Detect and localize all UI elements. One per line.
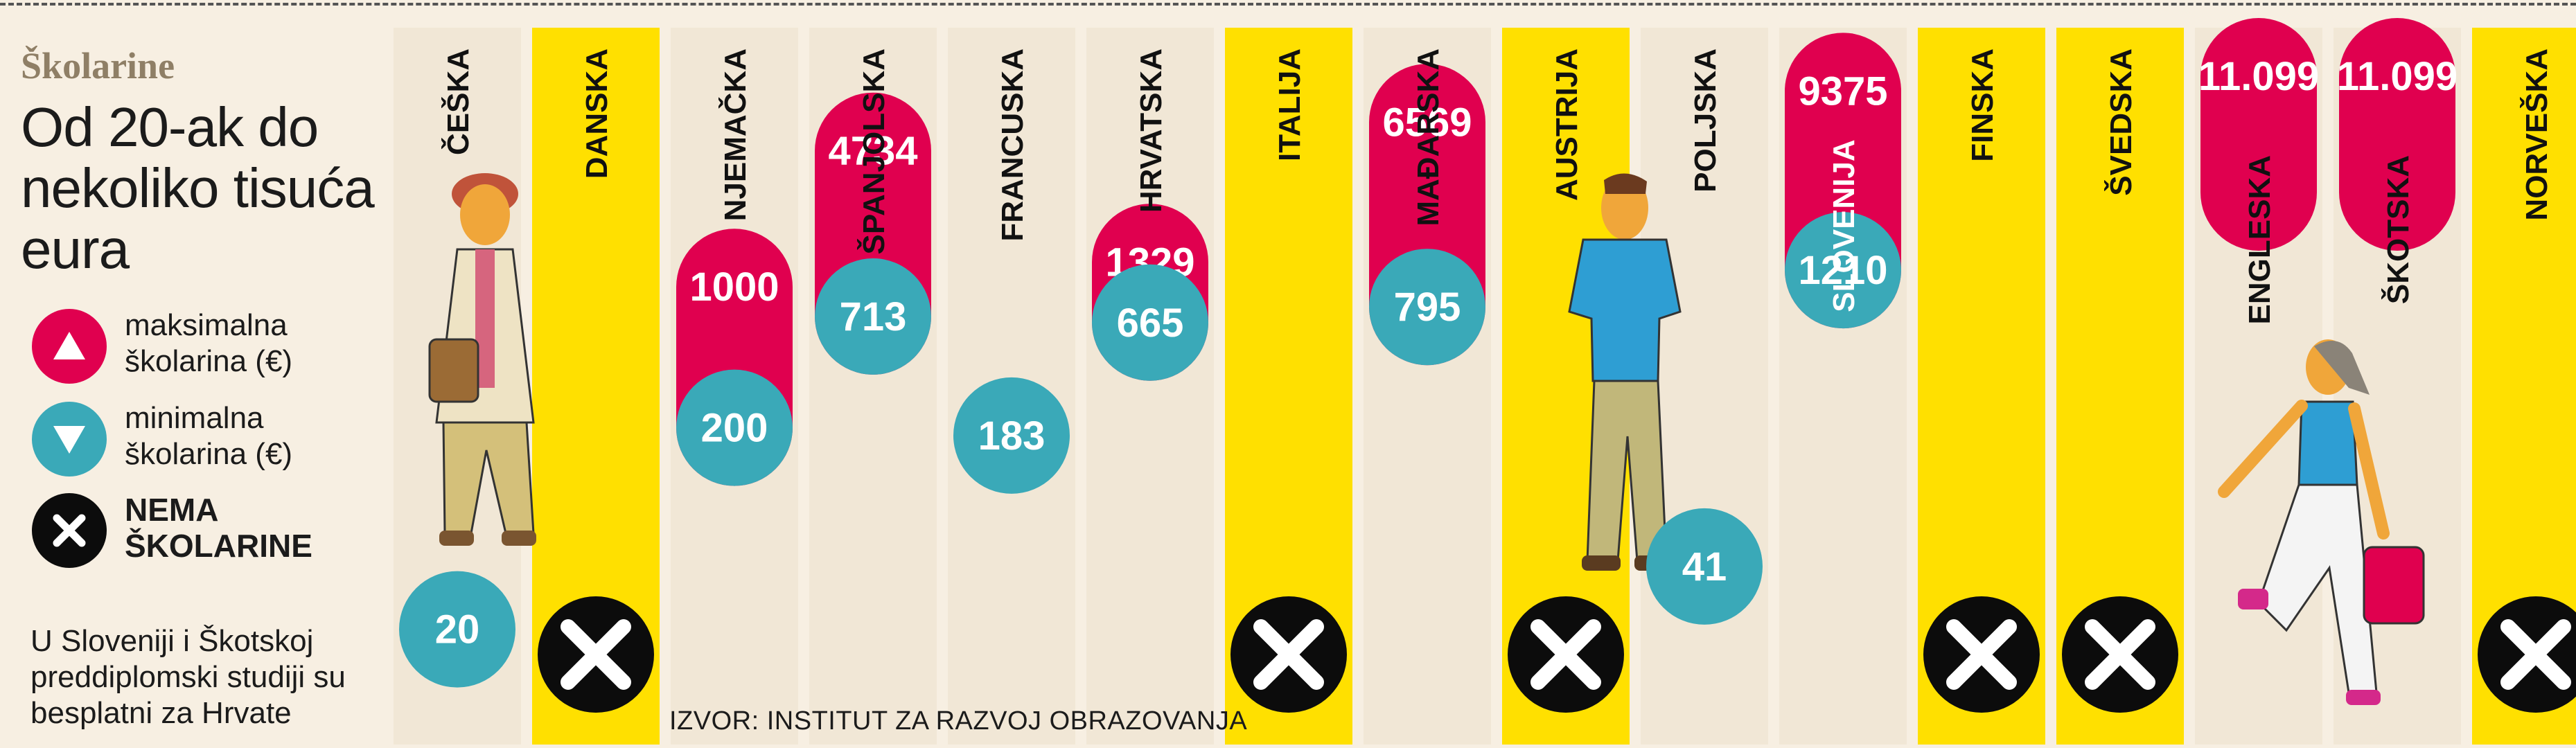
footnote: U Sloveniji i Škotskoj preddiplomski stu… [30,624,346,730]
triangle-down-icon [32,402,107,477]
country-label-francuska: FRANCUSKA [996,48,1030,242]
legend-item-min: minimalna školarina (€) [32,398,378,477]
min-label-poljska: 41 [1682,544,1727,589]
min-point-njemacka [676,369,793,486]
min-point-ceska [399,571,515,688]
country-label-ceska: ČEŠKA [440,48,475,155]
min-label-madarska: 795 [1394,285,1461,330]
triangle-up-icon [32,309,107,384]
legend-label-min: minimalna školarina (€) [125,401,293,471]
student-figure-3 [2218,339,2425,705]
max-label-slovenija: 9375 [1798,69,1887,114]
country-label-svedska: ŠVEDSKA [2103,48,2138,196]
max-label-skotska: 11.099 [2337,54,2458,99]
min-point-madarska [1369,249,1485,366]
max-label-njemacka: 1000 [689,265,779,310]
country-label-italija: ITALIJA [1273,48,1307,161]
country-label-finska: FINSKA [1966,48,2000,162]
country-label-skotska: ŠKOTSKA [2380,155,2415,304]
max-label-engleska: 11.099 [2198,54,2319,99]
legend-item-max: maksimalna školarina (€) [32,305,378,384]
country-label-poljska: POLJSKA [1688,48,1722,193]
x-mark-icon [1253,619,1324,690]
max-bar-engleska [2200,18,2317,251]
country-label-danska: DANSKA [580,48,614,179]
x-mark-icon [2085,619,2155,690]
country-label-madarska: MAĐARSKA [1411,48,1445,226]
source-line: IZVOR: INSTITUT ZA RAZVOJ OBRAZOVANJA [669,706,1248,736]
legend-panel: Školarine Od 20-ak do nekoliko tisuća eu… [0,14,381,748]
x-mark-icon [32,493,107,568]
min-point-slovenija [1785,212,1901,329]
x-mark-icon [1946,619,2017,690]
legend-item-none: NEMA ŠKOLARINE [32,489,378,568]
min-point-hrvatska [1092,264,1208,381]
max-bar-skotska [2339,18,2455,251]
min-point-francuska [953,377,1070,494]
legend-label-max: maksimalna školarina (€) [125,308,293,378]
min-label-slovenija: 1210 [1798,248,1887,293]
headline: Od 20-ak do nekoliko tisuća eura [21,96,375,280]
column-hrvatska [1086,28,1214,745]
min-point-spanjolska [815,258,931,375]
min-label-hrvatska: 665 [1117,301,1184,346]
max-label-spanjolska: 4734 [828,129,917,174]
country-label-njemacka: NJEMAČKA [717,48,752,221]
min-label-njemacka: 200 [701,406,768,451]
column-poljska [1641,28,1768,745]
student-figure-2 [1568,173,1682,571]
max-label-madarska: 6569 [1382,100,1472,145]
x-mark-icon [561,619,631,690]
min-label-spanjolska: 713 [840,294,907,339]
country-label-norveska: NORVEŠKA [2518,48,2554,221]
min-label-ceska: 20 [435,607,480,652]
top-dashed-rule [0,3,2576,6]
student-figure-1 [428,173,536,546]
kicker: Školarine [21,45,175,87]
x-mark-icon [2500,619,2571,690]
country-label-hrvatska: HRVATSKA [1134,48,1168,213]
x-mark-icon [1530,619,1601,690]
country-label-engleska: ENGLESKA [2243,155,2277,324]
country-label-austrija: AUSTRIJA [1550,48,1584,201]
legend-label-none: NEMA ŠKOLARINE [125,492,312,564]
country-label-spanjolska: ŠPANJOLSKA [856,48,891,254]
min-point-poljska [1646,508,1763,625]
min-label-francuska: 183 [978,413,1046,458]
student-illustrations [428,173,2425,705]
country-label-slovenija: SLOVENIJA [1827,139,1861,312]
